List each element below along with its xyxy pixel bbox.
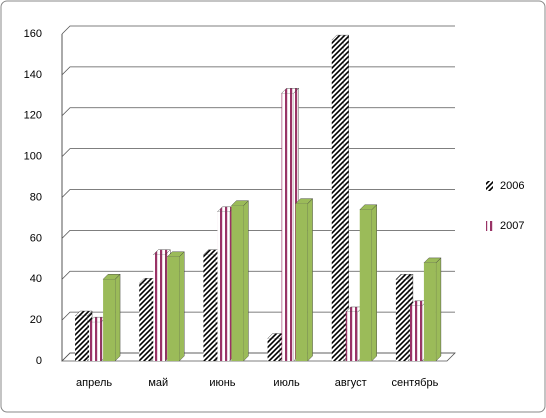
legend-swatch bbox=[486, 221, 493, 231]
bar bbox=[166, 251, 185, 362]
x-tick-label: август bbox=[335, 377, 367, 389]
y-tick-label: 140 bbox=[24, 69, 42, 81]
legend-swatch bbox=[486, 181, 493, 191]
x-tick-label: июнь bbox=[209, 377, 235, 389]
x-tick-label: июль bbox=[273, 377, 300, 389]
bar bbox=[102, 273, 121, 362]
grid-line bbox=[61, 270, 455, 280]
y-tick-label: 120 bbox=[24, 110, 42, 122]
grid-line bbox=[61, 66, 455, 76]
y-tick-label: 100 bbox=[24, 151, 42, 163]
y-tick-label: 80 bbox=[30, 191, 42, 203]
grid-line bbox=[61, 148, 455, 157]
grid-line bbox=[61, 229, 455, 239]
x-tick-label: сентябрь bbox=[391, 377, 438, 389]
bar bbox=[295, 198, 314, 362]
bar bbox=[423, 257, 442, 362]
bar bbox=[230, 200, 249, 362]
grid-line bbox=[61, 107, 455, 117]
legend-label: 2006 bbox=[500, 180, 524, 192]
y-tick-label: 160 bbox=[24, 28, 42, 40]
x-tick-label: апрель bbox=[76, 377, 112, 389]
bar bbox=[267, 333, 286, 362]
y-tick-label: 20 bbox=[30, 314, 42, 326]
legend-label: 2007 bbox=[500, 220, 524, 232]
grid-line bbox=[61, 189, 455, 198]
bar bbox=[359, 204, 378, 362]
y-tick-label: 60 bbox=[30, 232, 42, 244]
grid-line bbox=[61, 352, 455, 362]
grid-line bbox=[61, 25, 455, 35]
x-tick-label: май bbox=[148, 377, 168, 389]
y-tick-label: 0 bbox=[36, 355, 42, 367]
grid-line bbox=[61, 311, 455, 321]
y-tick-label: 40 bbox=[30, 273, 42, 285]
